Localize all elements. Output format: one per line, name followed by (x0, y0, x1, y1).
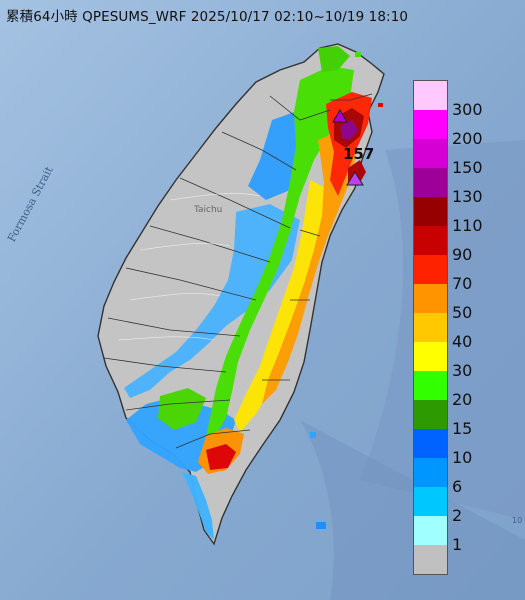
rivers (117, 193, 261, 341)
legend-label: 130 (452, 187, 483, 206)
legend-swatch (414, 81, 447, 110)
legend-label: 15 (452, 419, 473, 438)
peak-marker-north (332, 109, 348, 123)
legend-label: 200 (452, 129, 483, 148)
legend-swatch (414, 545, 447, 574)
legend-label: 150 (452, 158, 483, 177)
map-title: 累積64小時 QPESUMS_WRF 2025/10/17 02:10~10/1… (6, 9, 409, 25)
green-island (310, 432, 316, 438)
legend-swatch (414, 197, 447, 226)
legend-swatch (414, 516, 447, 545)
legend-swatch (414, 226, 447, 255)
legend-swatch (414, 429, 447, 458)
legend-swatch (414, 458, 447, 487)
legend-label: 40 (452, 332, 473, 351)
legend-swatch (414, 313, 447, 342)
legend-label: 70 (452, 274, 473, 293)
city-label: Taichu (194, 205, 223, 215)
legend-label: 6 (452, 477, 463, 496)
rainfall-overlay (124, 46, 372, 540)
legend-label: 50 (452, 303, 473, 322)
legend-swatch (414, 400, 447, 429)
legend-swatch (414, 342, 447, 371)
legend-swatch (414, 487, 447, 516)
county-boundaries (103, 93, 373, 449)
edge-label: 10 (512, 516, 523, 525)
legend-swatch (414, 255, 447, 284)
color-scale-bar (413, 80, 448, 575)
legend-label: 90 (452, 245, 473, 264)
legend-swatch (414, 284, 447, 313)
legend-swatch (414, 139, 447, 168)
legend-swatch (414, 168, 447, 197)
legend-swatch (414, 110, 447, 139)
legend-label: 30 (452, 361, 473, 380)
legend-label: 1 (452, 535, 463, 554)
peak-value-label: 157 (343, 145, 375, 163)
legend-label: 20 (452, 390, 473, 409)
guishan-island (378, 103, 383, 107)
legend-label: 300 (452, 100, 483, 119)
legend-label: 110 (452, 216, 483, 235)
peak-marker-south (346, 171, 364, 186)
orchid-island (316, 522, 326, 529)
legend-label: 2 (452, 506, 463, 525)
legend-label: 10 (452, 448, 473, 467)
legend-swatch (414, 371, 447, 400)
